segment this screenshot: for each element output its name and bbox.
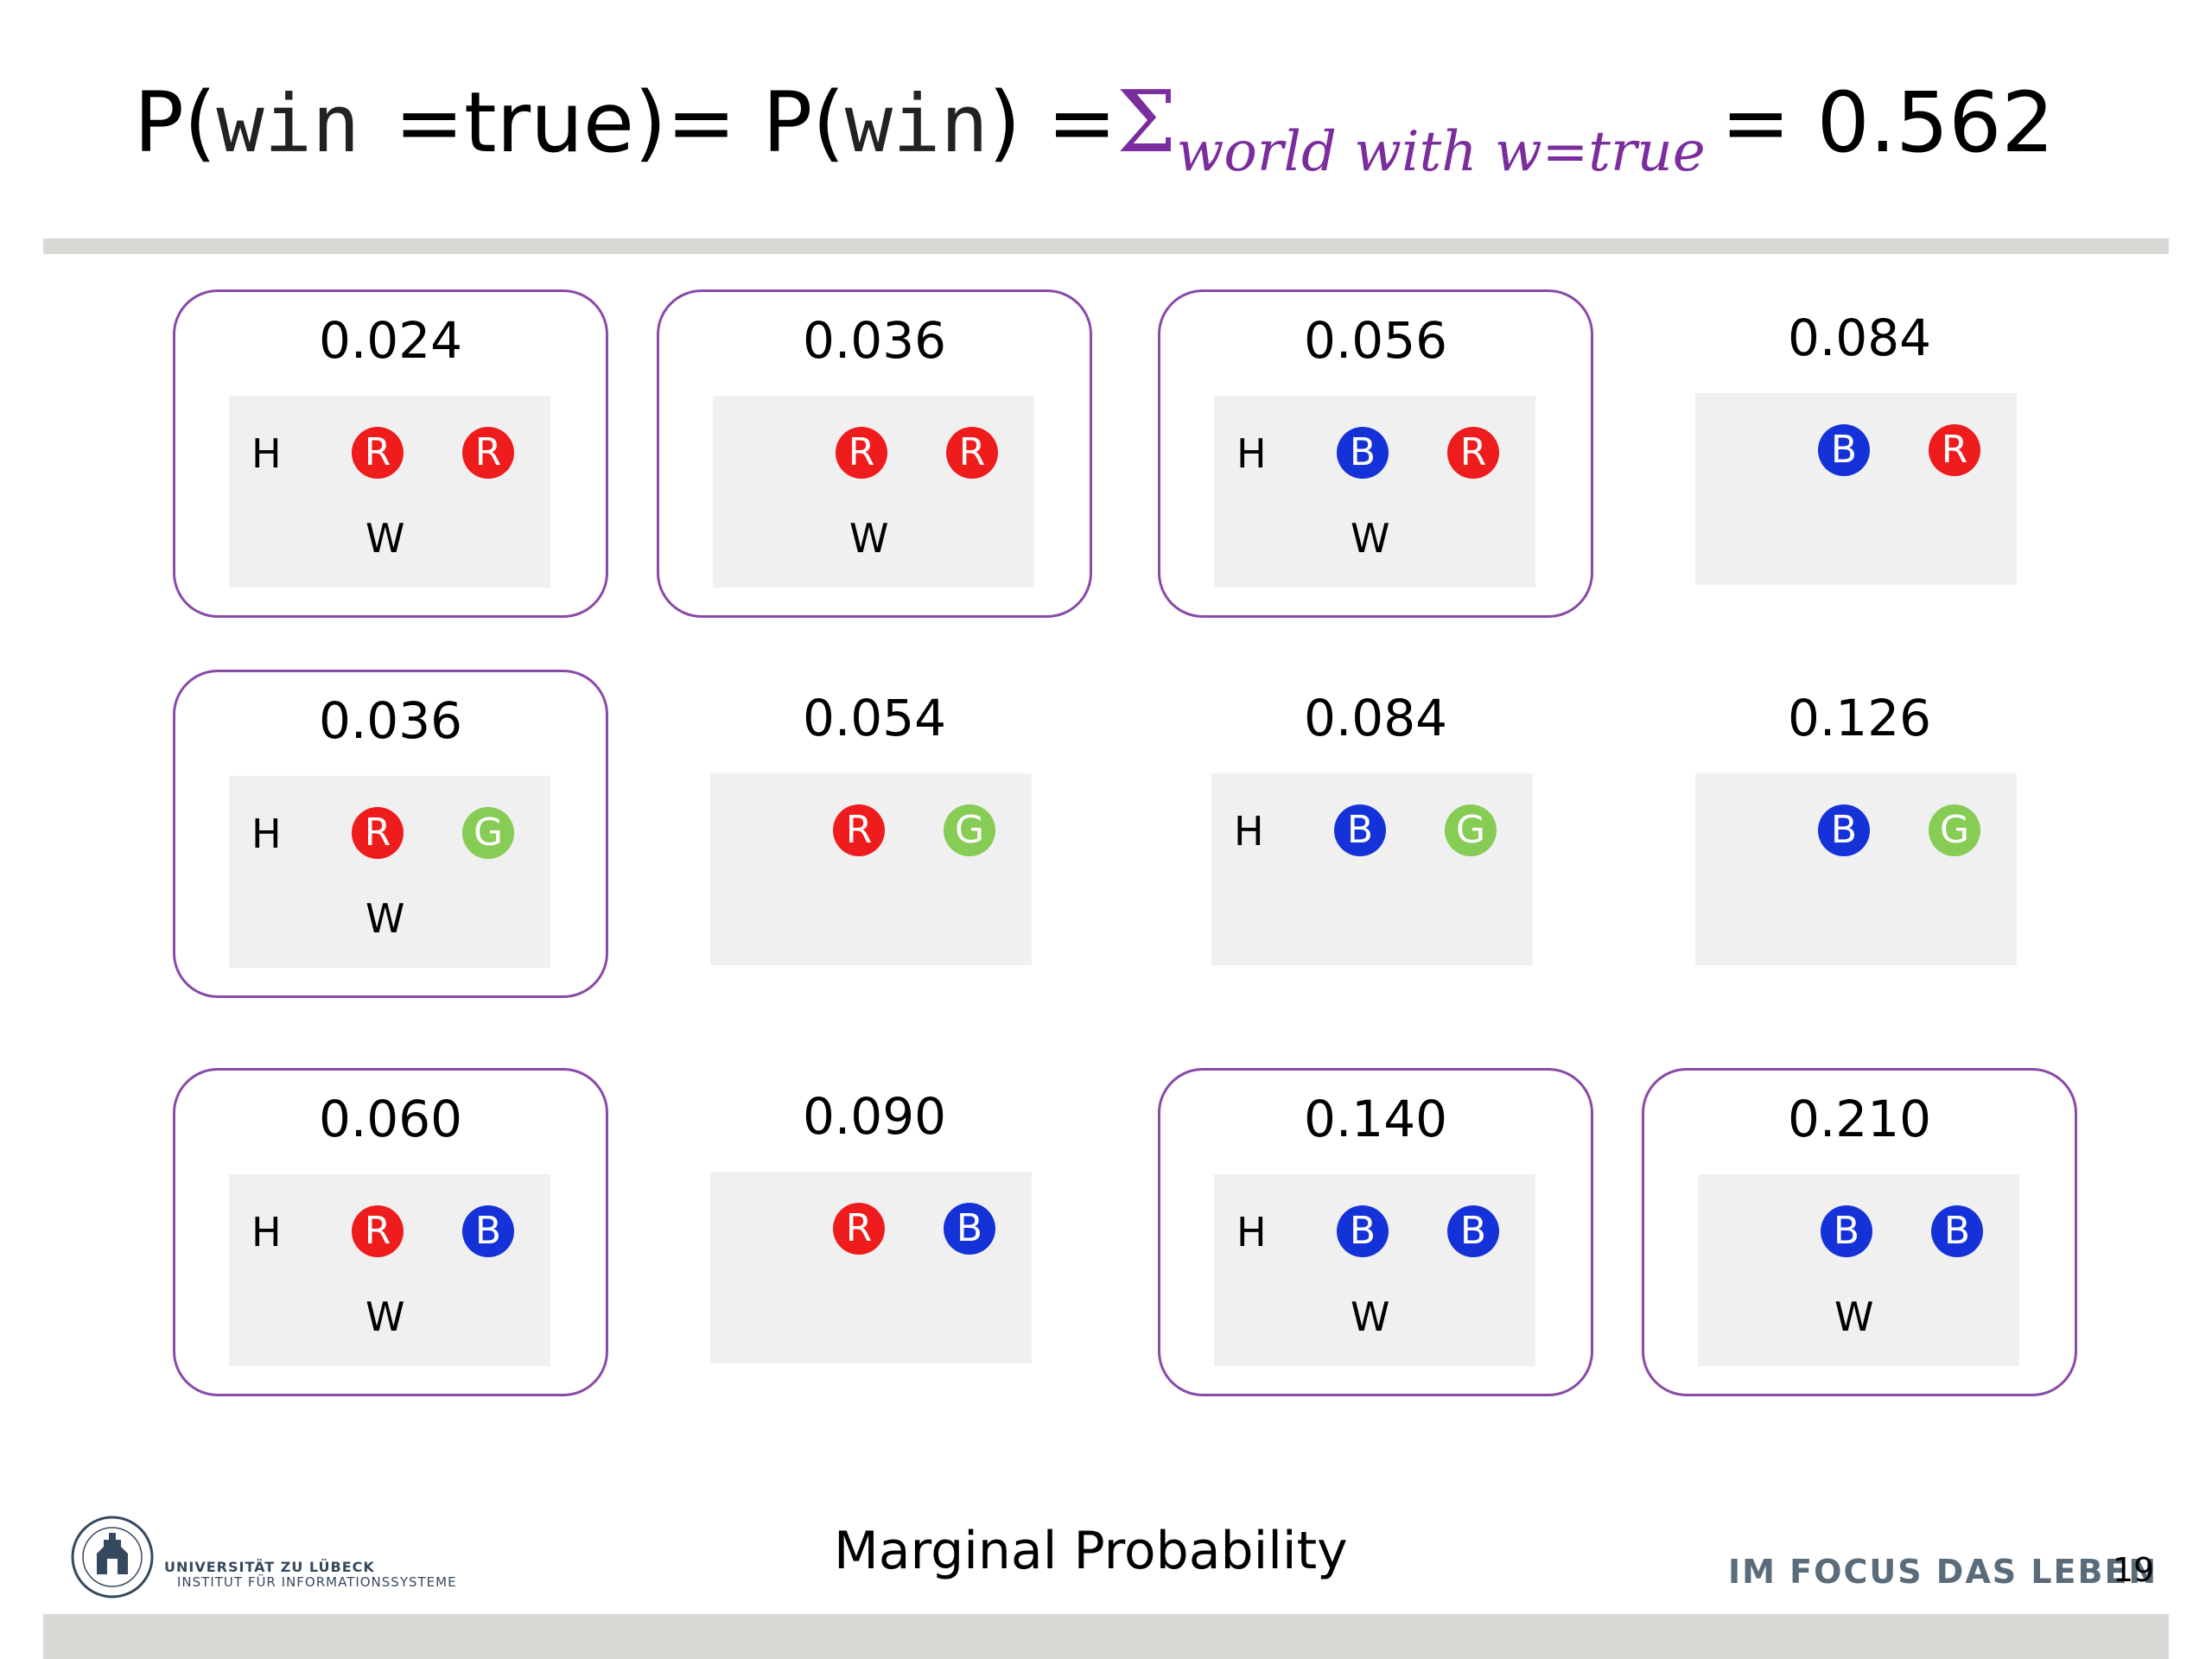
world-probability: 0.126: [1787, 689, 1932, 747]
label-h: H: [251, 810, 282, 857]
world-cell: 0.054 R G: [657, 670, 1092, 998]
slide-title: Marginal Probability: [834, 1521, 1348, 1581]
world-probability: 0.084: [1303, 689, 1448, 747]
label-w: W: [1834, 1294, 1874, 1340]
world-cell: 0.210 B B W: [1642, 1068, 2077, 1396]
world-probability: 0.054: [802, 689, 947, 747]
ball-red: R: [1929, 424, 1980, 476]
label-h: H: [251, 1209, 282, 1255]
label-h: H: [251, 430, 282, 477]
label-w: W: [849, 515, 889, 562]
ball-blue: B: [1818, 424, 1870, 476]
ball-red: R: [833, 804, 885, 856]
formula-close-eq: ) =: [988, 74, 1117, 171]
world-cell: 0.126 B G: [1642, 670, 2077, 998]
world-probability: 0.210: [1787, 1090, 1932, 1148]
world-cell: 0.060 H R B W: [173, 1068, 608, 1396]
world-cell: 0.090 R B: [657, 1068, 1092, 1396]
label-w: W: [365, 1294, 405, 1340]
label-w: W: [1351, 515, 1390, 562]
label-h: H: [1236, 430, 1267, 477]
world-probability: 0.060: [318, 1090, 463, 1148]
label-w: W: [1351, 1294, 1390, 1340]
ball-green: G: [1929, 804, 1980, 856]
label-h: H: [1236, 1209, 1267, 1255]
ball-blue: B: [944, 1203, 995, 1255]
formula: P( win =true)= P( win ) = Σ world with w…: [134, 73, 2054, 186]
ball-blue: B: [1337, 1205, 1389, 1257]
label-w: W: [365, 895, 405, 942]
formula-result: = 0.562: [1720, 74, 2055, 171]
ball-green: G: [462, 807, 514, 859]
ball-red: R: [836, 427, 887, 479]
world-probability: 0.090: [802, 1087, 947, 1146]
formula-var-win-2: win: [844, 78, 988, 170]
ball-blue: B: [462, 1205, 514, 1257]
ball-red: R: [1447, 427, 1499, 479]
world-scene: H B R W: [1214, 396, 1535, 588]
world-probability: 0.036: [802, 311, 947, 370]
world-cell: 0.084 H B G: [1158, 670, 1593, 998]
ball-red: R: [352, 1205, 404, 1257]
ball-blue: B: [1447, 1205, 1499, 1257]
world-scene: H R G W: [229, 776, 550, 968]
ball-blue: B: [1818, 804, 1870, 856]
world-scene: H R B W: [229, 1174, 550, 1366]
ball-red: R: [946, 427, 998, 479]
formula-prefix: P(: [134, 74, 217, 171]
formula-var-win: win: [216, 78, 360, 170]
ball-blue: B: [1337, 427, 1389, 479]
ball-red: R: [833, 1203, 885, 1255]
world-probability: 0.140: [1303, 1090, 1448, 1148]
world-probability: 0.024: [318, 311, 463, 370]
formula-sigma: Σ: [1116, 73, 1177, 172]
world-cell: 0.036 R R W: [657, 289, 1092, 618]
ball-blue: B: [1821, 1205, 1872, 1257]
ball-red: R: [352, 807, 404, 859]
ball-blue: B: [1334, 804, 1386, 856]
page-number: 19: [2113, 1551, 2155, 1589]
university-seal-logo: [69, 1514, 156, 1604]
ball-blue: B: [1931, 1205, 1983, 1257]
world-cell: 0.140 H B B W: [1158, 1068, 1593, 1396]
world-cell: 0.056 H B R W: [1158, 289, 1593, 618]
formula-subscript: world with w=true: [1176, 120, 1706, 184]
university-name: UNIVERSITÄT ZU LÜBECK: [164, 1559, 375, 1575]
world-cell: 0.036 H R G W: [173, 670, 608, 998]
label-w: W: [365, 515, 405, 562]
ball-red: R: [462, 427, 514, 479]
slogan: IM FOCUS DAS LEBEN: [1728, 1553, 2158, 1591]
label-h: H: [1234, 808, 1264, 855]
world-probability: 0.036: [318, 691, 463, 750]
ball-green: G: [944, 804, 995, 856]
formula-eq-true: =true)= P(: [394, 74, 845, 171]
world-probability: 0.056: [1303, 311, 1448, 370]
ball-green: G: [1445, 804, 1497, 856]
bottom-bar: [43, 1614, 2169, 1659]
institute-name: INSTITUT FÜR INFORMATIONSSYSTEME: [177, 1574, 457, 1590]
world-probability: 0.084: [1787, 308, 1932, 367]
world-cell: 0.024 H R R W: [173, 289, 608, 618]
top-divider: [43, 238, 2169, 254]
ball-red: R: [352, 427, 404, 479]
world-cell: 0.084 B R: [1642, 289, 2077, 618]
